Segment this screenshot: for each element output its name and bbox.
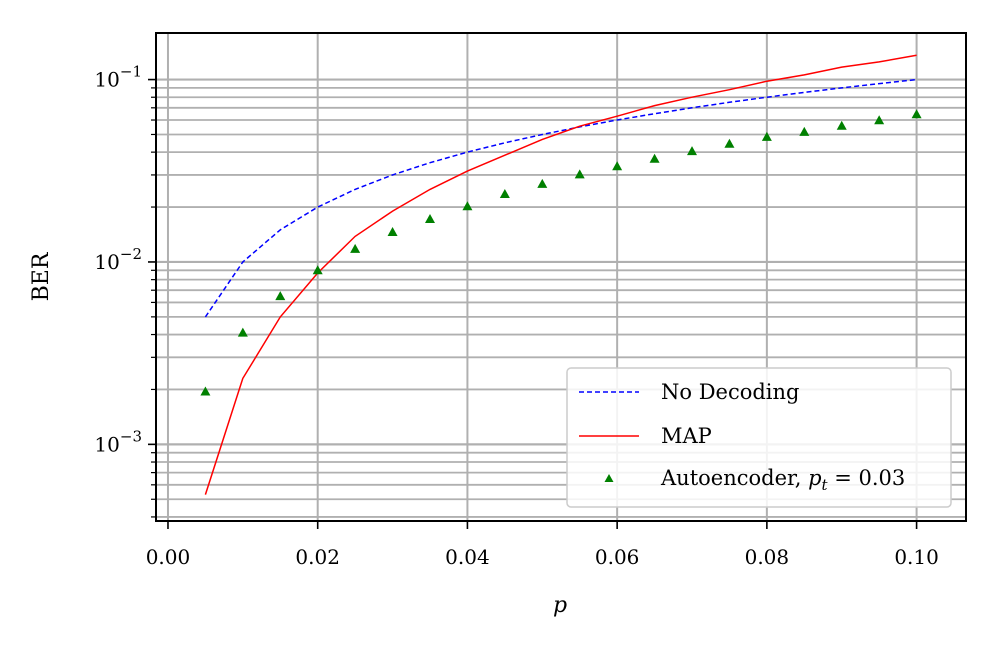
y-axis: 10−3 10−2 10−1: [94, 63, 156, 518]
autoencoder-point: [424, 213, 435, 223]
plot-frame: [155, 32, 967, 522]
autoencoder-point: [387, 226, 398, 236]
autoencoder-point: [574, 169, 585, 179]
autoencoder-point: [462, 201, 473, 211]
autoencoder-point: [499, 188, 510, 198]
x-tick-label: 0.04: [445, 545, 490, 569]
autoencoder-point: [312, 265, 323, 275]
no-decoding-line: [204, 78, 917, 318]
x-tick-label: 0.10: [894, 545, 939, 569]
autoencoder-point: [724, 138, 735, 148]
x-tick-label: 0.08: [745, 545, 790, 569]
y-tick-label: 10−2: [94, 245, 142, 274]
y-tick-label: 10−1: [94, 63, 142, 92]
series-2: [200, 109, 922, 396]
autoencoder-point: [350, 243, 361, 253]
x-tick-label: 0.02: [295, 545, 340, 569]
autoencoder-point: [275, 291, 286, 301]
autoencoder-point: [911, 109, 922, 119]
legend-label-no-decoding: No Decoding: [661, 380, 800, 404]
x-tick-label: 0.06: [595, 545, 640, 569]
x-axis-label: p: [553, 593, 567, 618]
legend-box: [566, 367, 952, 508]
legend: No Decoding MAP Autoencoder, pt = 0.03: [566, 367, 952, 508]
autoencoder-point: [237, 327, 248, 337]
autoencoder-point: [874, 115, 885, 125]
legend-label-map: MAP: [661, 424, 712, 448]
map-line: [204, 54, 917, 495]
legend-swatch-autoencoder: [604, 474, 614, 482]
autoencoder-point: [537, 178, 548, 188]
legend-label-autoencoder: Autoencoder, pt = 0.03: [660, 466, 905, 494]
autoencoder-point: [687, 146, 698, 156]
y-axis-label: BER: [29, 251, 54, 301]
autoencoder-point: [836, 120, 847, 130]
y-tick-label: 10−3: [94, 427, 142, 456]
autoencoder-point: [200, 386, 211, 396]
series-0: [204, 78, 917, 318]
autoencoder-point: [761, 131, 772, 141]
series-layer: [200, 54, 922, 495]
series-1: [204, 54, 917, 495]
autoencoder-point: [799, 126, 810, 136]
x-tick-label: 0.00: [146, 545, 191, 569]
autoencoder-point: [649, 153, 660, 163]
x-axis: 0.00 0.02 0.04 0.06 0.08 0.10: [146, 521, 939, 569]
autoencoder-point: [612, 161, 623, 171]
